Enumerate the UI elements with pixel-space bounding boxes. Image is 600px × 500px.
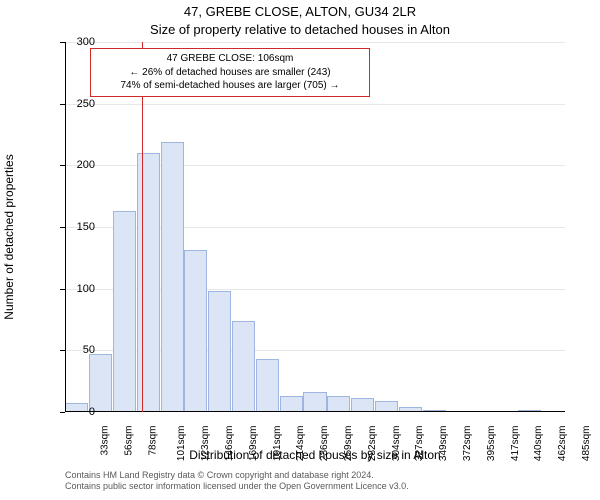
histogram-bar [137,153,160,412]
footer-line-2: Contains public sector information licen… [65,481,565,492]
annotation-line-3: 74% of semi-detached houses are larger (… [97,79,363,93]
x-tick-label: 417sqm [510,426,521,462]
x-tick-label: 259sqm [343,426,354,462]
y-tick-mark [60,412,65,413]
histogram-bar [232,321,255,412]
histogram-bar [113,211,136,412]
y-tick-mark [60,289,65,290]
x-tick-label: 462sqm [557,426,568,462]
y-tick-mark [60,104,65,105]
annotation-line-2: ← 26% of detached houses are smaller (24… [97,66,363,80]
marker-line [142,42,143,412]
x-tick-label: 78sqm [147,426,158,456]
histogram-bar [327,396,350,412]
chart-title-sub: Size of property relative to detached ho… [0,22,600,37]
chart-container: 47, GREBE CLOSE, ALTON, GU34 2LR Size of… [0,0,600,500]
x-tick-label: 349sqm [438,426,449,462]
footer: Contains HM Land Registry data © Crown c… [65,470,565,493]
y-tick-mark [60,350,65,351]
x-tick-label: 236sqm [319,426,330,462]
y-tick-mark [60,42,65,43]
histogram-bar [89,354,112,412]
gridline [65,42,565,43]
footer-line-1: Contains HM Land Registry data © Crown c… [65,470,565,481]
y-tick-mark [60,227,65,228]
x-tick-label: 327sqm [415,426,426,462]
histogram-bar [351,398,374,412]
x-tick-label: 440sqm [534,426,545,462]
x-tick-label: 101sqm [176,426,187,462]
y-tick-mark [60,165,65,166]
histogram-bar [256,359,279,412]
y-axis-label: Number of detached properties [2,52,22,422]
x-tick-label: 56sqm [123,426,134,456]
histogram-bar [161,142,184,412]
x-axis-line [65,411,565,412]
x-tick-label: 372sqm [462,426,473,462]
x-tick-label: 214sqm [295,426,306,462]
histogram-bar [208,291,231,412]
annotation-box: 47 GREBE CLOSE: 106sqm ← 26% of detached… [90,48,370,97]
x-tick-label: 123sqm [200,426,211,462]
x-tick-label: 169sqm [248,426,259,462]
histogram-bar [184,250,207,412]
x-tick-label: 282sqm [367,426,378,462]
x-tick-label: 395sqm [486,426,497,462]
histogram-bar [303,392,326,412]
x-tick-label: 33sqm [99,426,110,456]
histogram-bar [280,396,303,412]
annotation-line-1: 47 GREBE CLOSE: 106sqm [97,52,363,66]
x-tick-label: 485sqm [581,426,592,462]
x-tick-label: 304sqm [391,426,402,462]
x-tick-label: 191sqm [272,426,283,462]
x-tick-label: 146sqm [224,426,235,462]
gridline [65,104,565,105]
chart-title-main: 47, GREBE CLOSE, ALTON, GU34 2LR [0,4,600,19]
